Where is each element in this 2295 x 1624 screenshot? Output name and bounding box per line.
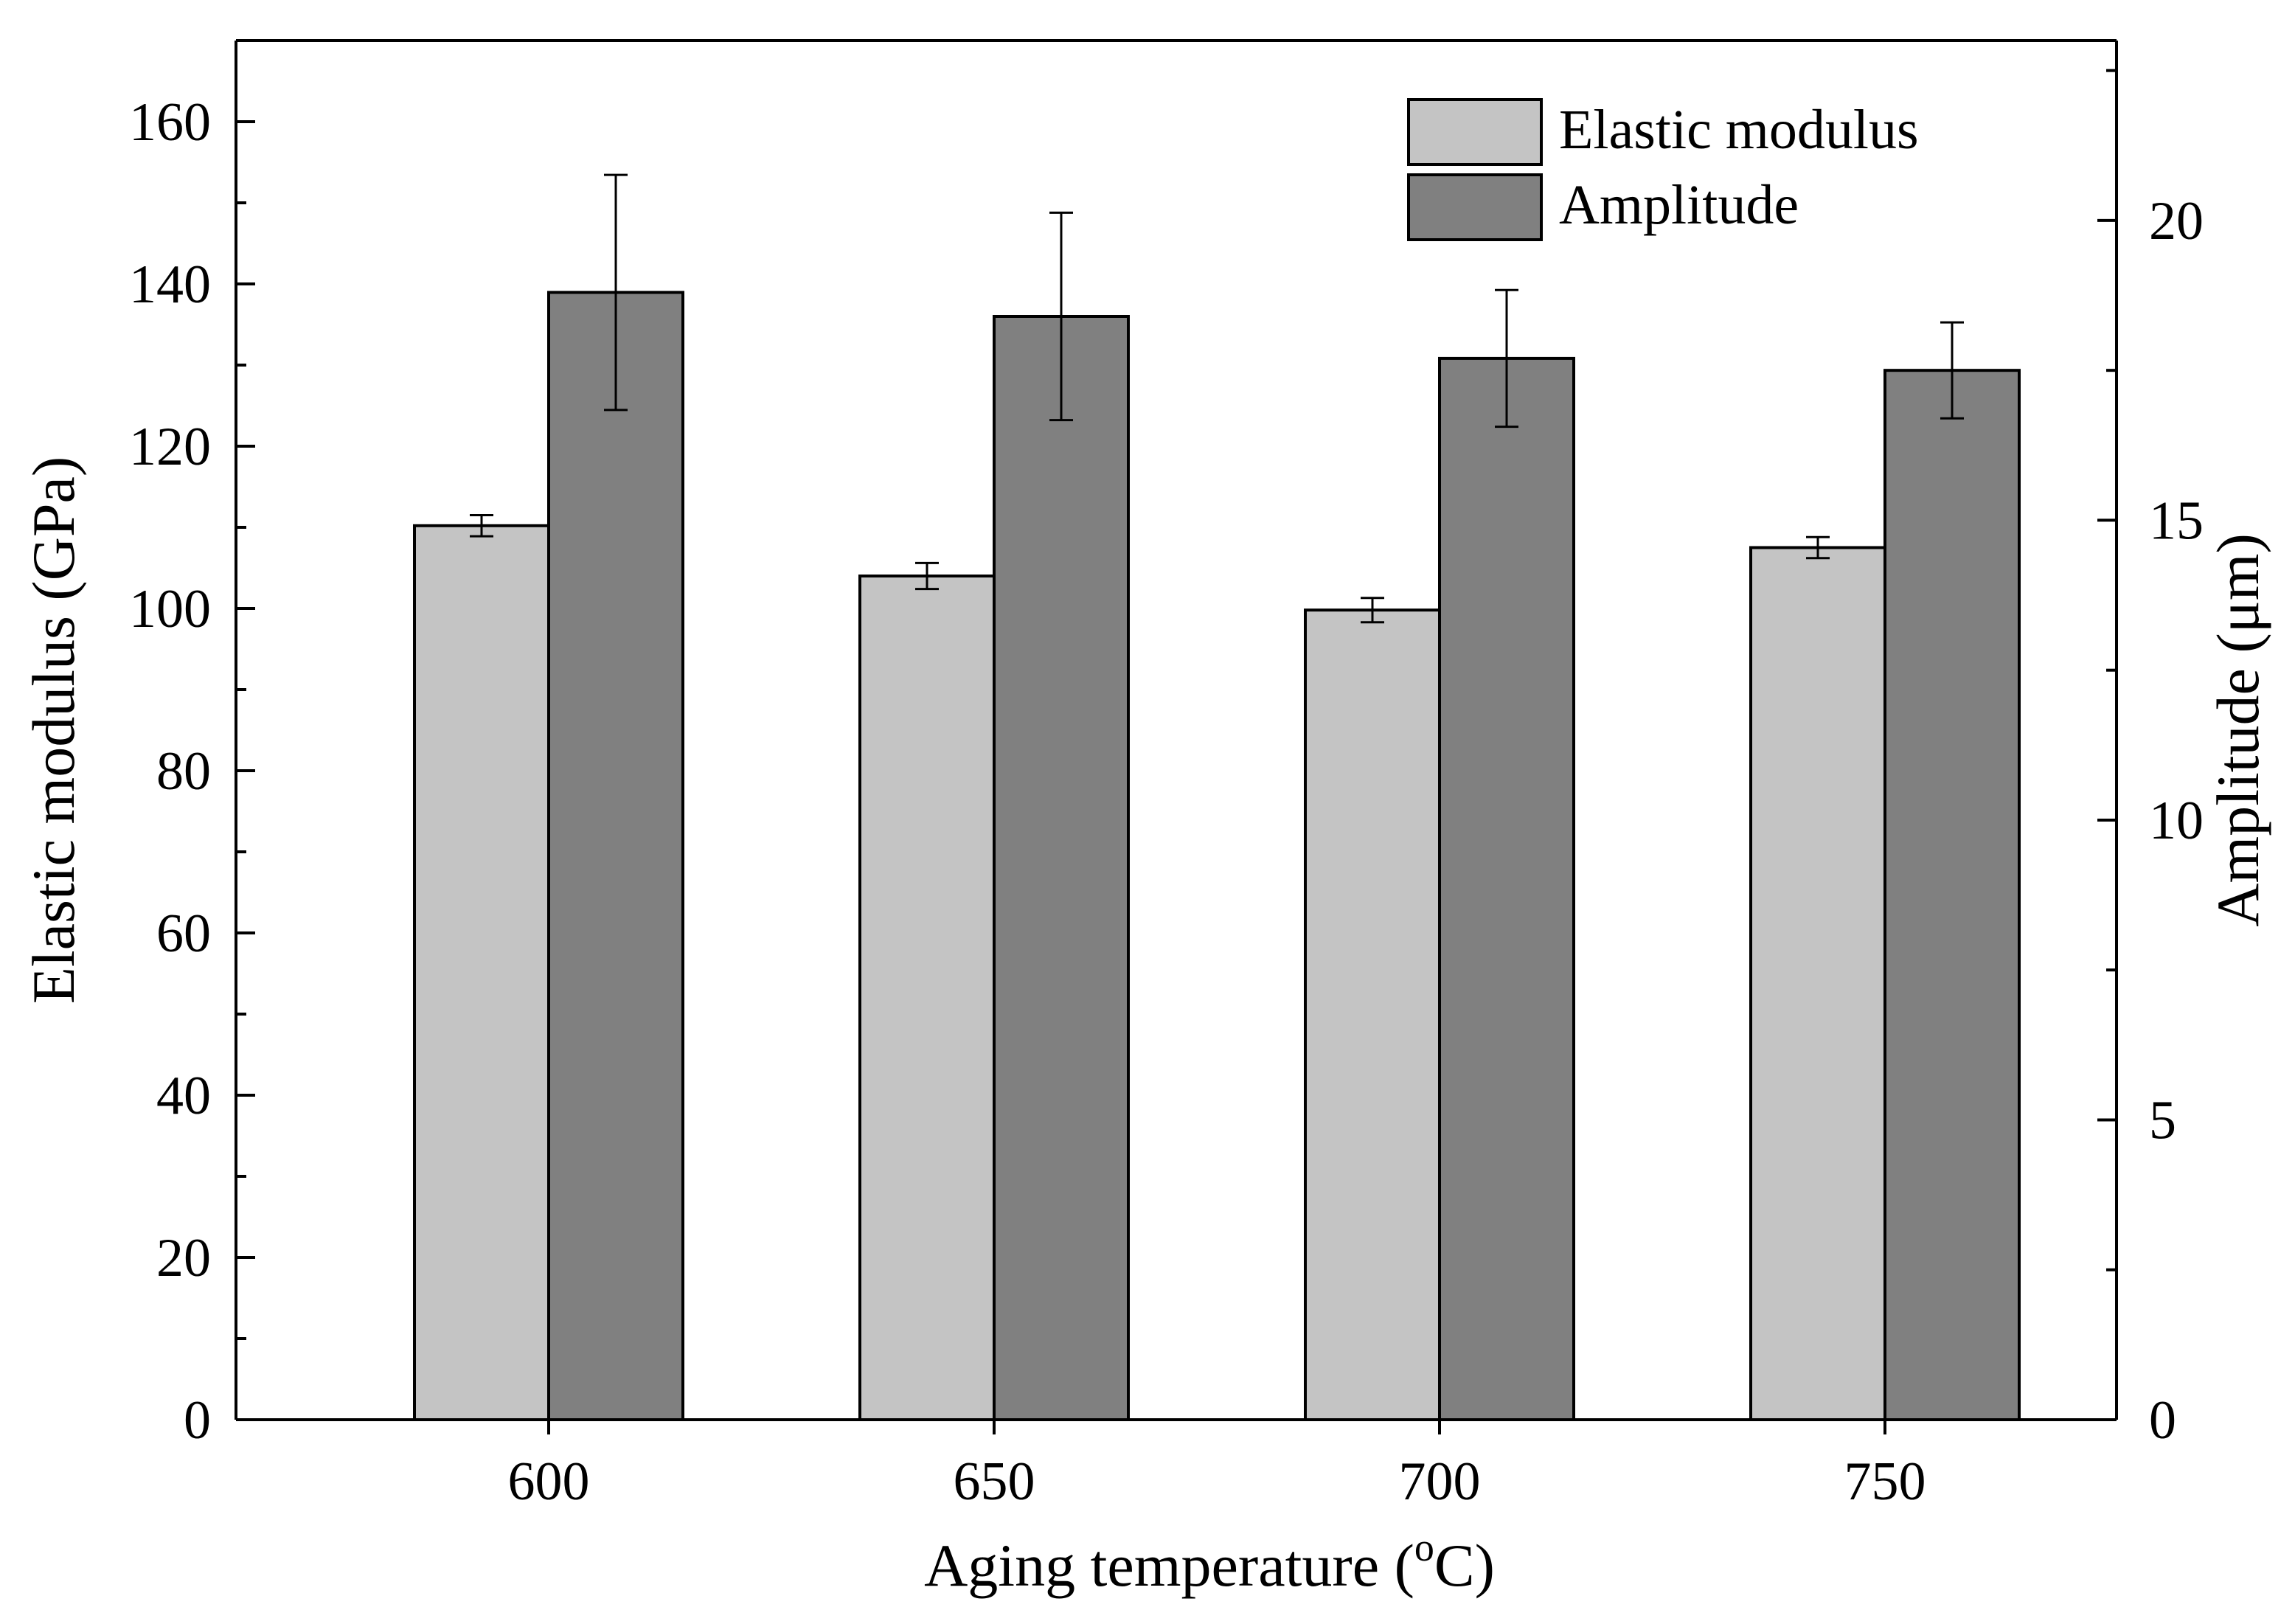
left-tick-label-60: 60 xyxy=(156,903,211,964)
left-tick-label-20: 20 xyxy=(156,1228,211,1288)
left-tick-label-160: 160 xyxy=(129,92,211,153)
x-tick-label-650: 650 xyxy=(954,1451,1035,1512)
left-tick-label-100: 100 xyxy=(129,579,211,639)
x-axis-title-main: Aging temperature ( xyxy=(924,1532,1414,1599)
bar-amplitude-750 xyxy=(1883,369,2021,1421)
bar-amplitude-650 xyxy=(993,315,1130,1421)
bar-amplitude-600 xyxy=(547,291,684,1421)
right-tick-label-0: 0 xyxy=(2149,1390,2176,1451)
left-tick-label-0: 0 xyxy=(184,1390,211,1451)
right-tick-label-10: 10 xyxy=(2149,791,2204,851)
left-tick-label-120: 120 xyxy=(129,417,211,477)
right-axis-title: Amplitude (μm) xyxy=(2204,533,2271,927)
left-tick-label-140: 140 xyxy=(129,254,211,315)
x-tick-label-600: 600 xyxy=(508,1451,590,1512)
legend-label-elastic-modulus: Elastic modulus xyxy=(1559,99,1919,161)
right-tick-label-15: 15 xyxy=(2149,490,2204,551)
x-axis-title-unit: C) xyxy=(1434,1532,1495,1599)
legend-swatch-amplitude xyxy=(1407,173,1543,241)
bar-amplitude-700 xyxy=(1438,356,1575,1421)
bar-elastic-modulus-700 xyxy=(1304,608,1441,1422)
legend-swatch-elastic-modulus xyxy=(1407,98,1543,166)
bar-elastic-modulus-750 xyxy=(1749,546,1886,1421)
right-tick-label-5: 5 xyxy=(2149,1090,2176,1151)
left-tick-label-40: 40 xyxy=(156,1066,211,1126)
legend-label-amplitude: Amplitude xyxy=(1559,174,1799,236)
x-axis-title: Aging temperature (oC) xyxy=(924,1525,1495,1599)
x-tick-label-750: 750 xyxy=(1844,1451,1926,1512)
bar-elastic-modulus-650 xyxy=(858,575,996,1421)
left-axis-title: Elastic modulus (GPa) xyxy=(20,457,87,1004)
x-axis-title-degree: o xyxy=(1414,1525,1434,1569)
left-tick-label-80: 80 xyxy=(156,741,211,802)
bar-elastic-modulus-600 xyxy=(413,524,550,1421)
right-tick-label-20: 20 xyxy=(2149,191,2204,251)
x-tick-label-700: 700 xyxy=(1399,1451,1481,1512)
